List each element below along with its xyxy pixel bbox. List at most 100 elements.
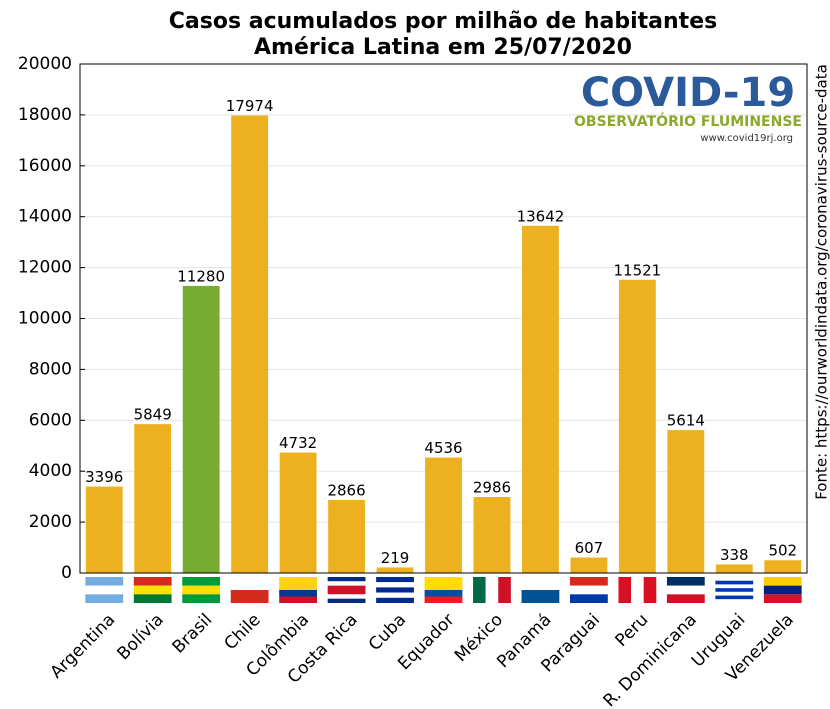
flag-stripe xyxy=(279,583,318,590)
flag-stripe xyxy=(327,594,366,599)
value-label: 219 xyxy=(381,549,410,567)
value-label: 17974 xyxy=(226,97,274,115)
flag-stripe xyxy=(182,585,221,595)
value-label: 3396 xyxy=(85,468,123,486)
flag-stripe xyxy=(569,594,608,603)
flag-stripe xyxy=(376,587,414,593)
logo-subtitle: OBSERVATÓRIO FLUMINENSE xyxy=(574,112,802,130)
flag-stripe xyxy=(327,585,366,590)
x-tick-label: Peru xyxy=(612,610,653,651)
x-tick-label: Argentina xyxy=(47,610,120,683)
value-label: 607 xyxy=(575,539,604,557)
flag-stripe xyxy=(424,596,463,603)
flag-stripe xyxy=(424,583,463,590)
x-tick-label: Brasil xyxy=(169,610,217,658)
bar xyxy=(85,486,123,573)
bar xyxy=(425,457,462,573)
bar xyxy=(764,560,802,573)
flag-stripe xyxy=(643,577,657,603)
bar xyxy=(376,567,414,573)
flag-stripe xyxy=(763,594,802,603)
value-label: 13642 xyxy=(517,207,565,225)
flag-stripe xyxy=(230,590,269,603)
flag-stripe xyxy=(715,577,754,581)
flag-stripe xyxy=(85,585,124,595)
flag-stripe xyxy=(521,590,560,603)
flag-stripe xyxy=(376,577,414,583)
flag-stripe xyxy=(327,590,366,595)
flag-stripe xyxy=(133,585,172,595)
logo-title: COVID-19 xyxy=(581,70,795,116)
bar xyxy=(134,424,172,573)
flag-stripe xyxy=(666,577,705,586)
value-label: 11521 xyxy=(614,261,662,279)
bar xyxy=(182,285,220,573)
flag-stripe xyxy=(715,584,754,589)
x-tick-label: Cuba xyxy=(365,610,410,655)
flag-stripe xyxy=(327,581,366,586)
y-tick-label: 6000 xyxy=(29,410,72,430)
bar xyxy=(328,500,365,573)
flag-stripe xyxy=(715,595,754,600)
y-tick-label: 16000 xyxy=(18,156,72,176)
flag-stripe xyxy=(279,577,318,584)
chart-title: Casos acumulados por milhão de habitante… xyxy=(169,9,717,34)
flag-stripe xyxy=(327,577,366,582)
flag-stripe xyxy=(182,577,221,586)
flag-stripe xyxy=(715,591,754,596)
bar xyxy=(570,557,608,573)
value-label: 4536 xyxy=(424,439,462,457)
flag-stripe xyxy=(763,577,802,586)
flag-stripe xyxy=(376,592,414,598)
bar xyxy=(522,225,559,573)
flag-stripe xyxy=(666,594,705,603)
value-label: 2986 xyxy=(473,479,511,497)
flag-stripe xyxy=(230,577,269,590)
flag-stripe xyxy=(133,594,172,603)
flag-stripe xyxy=(85,594,124,603)
flag-stripe xyxy=(85,577,124,586)
flag-stripe xyxy=(715,580,754,585)
logo-url: www.covid19rj.org xyxy=(700,133,793,144)
y-tick-label: 0 xyxy=(61,563,72,583)
value-label: 5849 xyxy=(134,406,172,424)
value-label: 5614 xyxy=(667,412,705,430)
y-tick-label: 10000 xyxy=(18,309,72,329)
flag-stripe xyxy=(631,577,644,603)
plot-frame xyxy=(79,63,808,574)
value-label: 11280 xyxy=(177,267,225,285)
x-tick-label: Bolívia xyxy=(114,610,168,664)
flag-stripe xyxy=(133,577,172,586)
y-tick-label: 18000 xyxy=(18,105,72,125)
flag-stripe xyxy=(498,577,511,603)
bar xyxy=(715,564,753,573)
flag-stripe xyxy=(666,585,705,595)
flag-stripe xyxy=(763,585,802,595)
chart-subtitle: América Latina em 25/07/2020 xyxy=(254,35,632,60)
y-tick-label: 2000 xyxy=(29,512,72,532)
x-tick-label: Chile xyxy=(220,610,264,654)
flag-stripe xyxy=(569,585,608,595)
bar xyxy=(473,497,511,573)
flag-stripe xyxy=(376,582,414,588)
y-tick-label: 20000 xyxy=(18,54,72,74)
y-tick-label: 4000 xyxy=(29,461,72,481)
bar xyxy=(231,115,269,573)
value-label: 502 xyxy=(768,542,797,560)
y-tick-label: 14000 xyxy=(18,207,72,227)
bar xyxy=(279,452,317,573)
flag-stripe xyxy=(618,577,632,603)
value-label: 4732 xyxy=(279,434,317,452)
flag-stripe xyxy=(424,577,463,584)
flag-stripe xyxy=(424,590,463,597)
flag-stripe xyxy=(485,577,499,603)
flag-stripe xyxy=(715,588,754,592)
flag-stripe xyxy=(715,599,754,603)
flag-stripe xyxy=(521,577,560,590)
value-label: 338 xyxy=(720,546,749,564)
flag-stripe xyxy=(569,577,608,586)
bar xyxy=(667,430,705,573)
flag-stripe xyxy=(473,577,486,603)
flag-stripe xyxy=(376,597,414,603)
